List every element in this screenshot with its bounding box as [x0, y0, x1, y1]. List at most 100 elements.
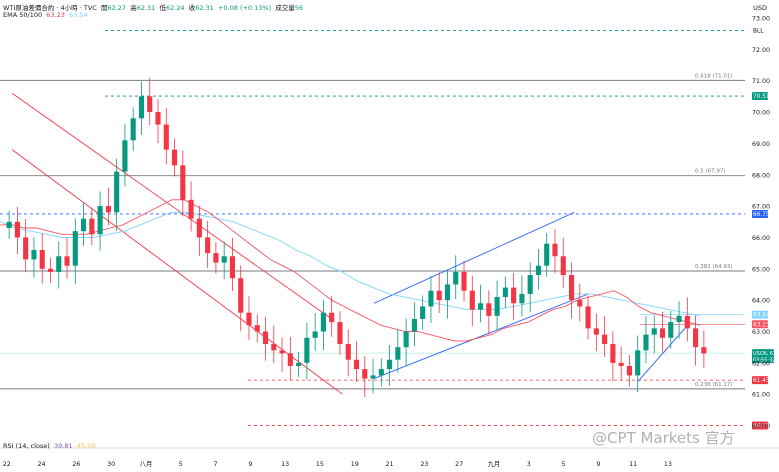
candle [362, 356, 368, 398]
candle [81, 202, 87, 246]
ema100-line [0, 211, 701, 317]
candle [122, 123, 128, 187]
candle [296, 351, 302, 377]
candle [147, 77, 153, 125]
y-tick-label: 73.00 [752, 16, 770, 23]
close-value: 62.31 [195, 4, 214, 12]
candle [560, 237, 566, 288]
candle [477, 284, 484, 323]
candle [527, 262, 533, 313]
candle [568, 262, 575, 319]
candle [353, 341, 360, 382]
price-marker-tag: 70.51 [752, 92, 770, 101]
x-tick-label: 7 [214, 461, 218, 468]
candle [519, 275, 525, 317]
volume-value: 56 [294, 4, 304, 12]
y-tick-label: 60.00 [752, 423, 770, 430]
symbol-title: WTI原油差價合約 · 4小時 · TVC [3, 4, 97, 12]
candle [651, 315, 657, 354]
ema50-line [0, 199, 701, 342]
candle [436, 272, 442, 314]
candle [370, 358, 376, 394]
y-tick-label: 63.00 [752, 329, 770, 336]
price-marker-text: 63.54 [753, 313, 770, 319]
candle [618, 346, 624, 381]
candle [684, 297, 690, 342]
candle [668, 311, 674, 349]
candle [188, 181, 194, 232]
candle [345, 329, 351, 377]
candle [138, 81, 145, 135]
ema50-value: 63.23 [46, 11, 65, 19]
candle [271, 325, 277, 364]
price-marker-tag: 60.00 [752, 421, 770, 430]
y-tick-label: 70.00 [752, 110, 770, 117]
fib-level-label: 0.382 (64.93) [695, 264, 733, 270]
candle [461, 260, 467, 302]
candle [47, 257, 54, 283]
y-tick-label: 65.00 [752, 266, 770, 273]
candle [254, 314, 260, 343]
candle [97, 191, 103, 251]
candle [180, 150, 186, 217]
candle [329, 296, 335, 337]
candle [610, 331, 616, 382]
candle [72, 218, 78, 285]
candle [411, 302, 417, 347]
x-tick-label: 30 [107, 461, 115, 468]
candle [420, 295, 426, 330]
candle [635, 335, 641, 393]
y-tick-label: 68.00 [752, 172, 770, 179]
candle [196, 205, 202, 256]
candle [279, 337, 285, 372]
candle [593, 313, 599, 352]
chart-header-ema: EMA 50/100 63.23 63.54 [3, 11, 88, 19]
x-tick-label: 5 [179, 461, 183, 468]
candle [246, 296, 252, 340]
candle [403, 318, 409, 366]
candle [14, 207, 20, 255]
price-marker-text: 70.51 [753, 94, 770, 100]
channel-up-line [373, 211, 575, 304]
x-tick-label: 13 [281, 461, 289, 468]
candle [502, 276, 508, 308]
price-marker-tag: 63.54 [752, 310, 770, 319]
x-tick-label: 3 [527, 461, 531, 468]
candle [221, 241, 227, 280]
candle [552, 228, 558, 273]
candle [238, 265, 244, 332]
x-tick-label: 27 [455, 461, 463, 468]
candle [643, 316, 649, 364]
candle [494, 280, 500, 331]
price-marker-tag: 63.23 [752, 320, 770, 329]
candle [312, 313, 318, 351]
candle [23, 218, 29, 273]
candle [602, 316, 608, 357]
price-marker-text: 60.00 [753, 424, 770, 430]
channel-down-line [11, 149, 343, 395]
x-tick-label: 21 [386, 461, 394, 468]
candle [56, 241, 62, 289]
candle [444, 271, 451, 319]
candle [428, 276, 434, 324]
candle [676, 301, 682, 339]
x-tick-label: 八月 [140, 460, 153, 468]
high-value: 62.31 [136, 4, 156, 12]
rsi-value: 39.81 [53, 442, 73, 450]
x-tick-label: 26 [72, 461, 80, 468]
x-tick-label: 11 [629, 461, 637, 468]
countdown-text: 03:55:32 [753, 358, 775, 364]
fib-level-label: 0.5 (67.97) [695, 169, 726, 175]
candle [6, 210, 12, 240]
candle [287, 336, 293, 381]
price-marker-text: 63.23 [753, 322, 770, 328]
x-tick-label: 15 [316, 461, 324, 468]
channel-wedge-line [637, 321, 691, 382]
price-marker-tag: USOIL 62.3103:55:32 [752, 349, 779, 364]
x-tick-label: 24 [38, 461, 46, 468]
y-tick-label: 71.00 [752, 78, 770, 85]
ema100-value: 63.54 [69, 11, 88, 19]
y-tick-label: 61.00 [752, 392, 770, 399]
candle [163, 107, 169, 165]
